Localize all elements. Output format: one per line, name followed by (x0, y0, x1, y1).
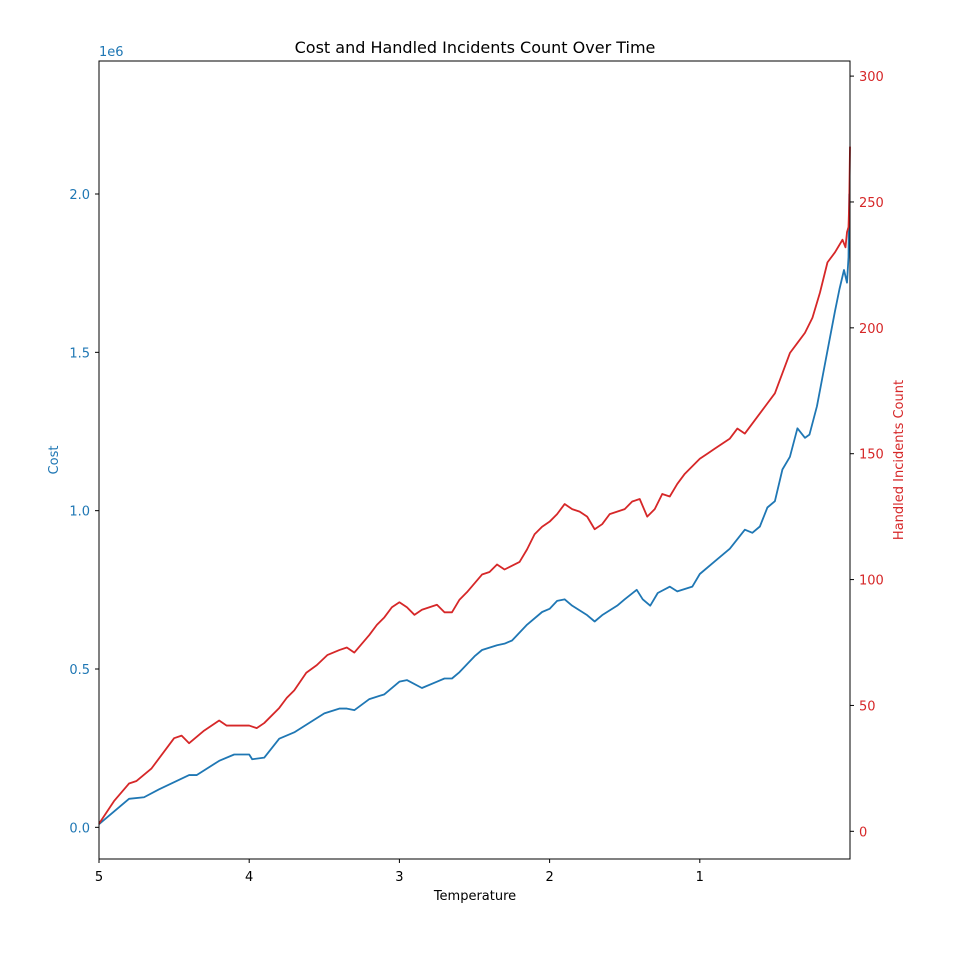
y-axis-left-offset-text: 1e6 (99, 45, 124, 60)
y-left-tick-label: 1.5 (69, 346, 90, 361)
y-right-tick-label: 150 (859, 448, 884, 463)
x-tick-label: 5 (95, 870, 103, 885)
y-left-tick-label: 2.0 (69, 188, 90, 203)
y-right-tick-label: 250 (859, 196, 884, 211)
y-axis-right-label: Handled Incidents Count (892, 380, 907, 540)
y-left-tick-label: 0.5 (69, 663, 90, 678)
y-axis-right: 0 50 100 150 200 250 300 (850, 70, 884, 840)
y-right-tick-label: 300 (859, 70, 884, 85)
plot-frame (98, 60, 851, 860)
y-right-tick-label: 50 (859, 699, 876, 714)
y-left-tick-label: 0.0 (69, 821, 90, 836)
y-left-tick-label: 1.0 (69, 505, 90, 520)
cost-series-line (98, 193, 851, 825)
plot-area (99, 61, 850, 859)
series-layer (98, 146, 851, 825)
y-right-tick-label: 100 (859, 574, 884, 589)
y-axis-left-label: Cost (47, 446, 62, 475)
x-tick-label: 3 (395, 870, 403, 885)
x-axis-label: Temperature (433, 889, 516, 904)
chart-title: Cost and Handled Incidents Count Over Ti… (295, 38, 656, 57)
y-axis-left: 0.0 0.5 1.0 1.5 2.0 (69, 188, 99, 836)
x-tick-label: 4 (245, 870, 253, 885)
y-right-tick-label: 200 (859, 322, 884, 337)
incidents-series-line (98, 146, 851, 825)
x-tick-label: 2 (545, 870, 553, 885)
x-tick-label: 1 (696, 870, 704, 885)
y-right-tick-label: 0 (859, 825, 867, 840)
x-axis: 5 4 3 2 1 (95, 859, 704, 885)
